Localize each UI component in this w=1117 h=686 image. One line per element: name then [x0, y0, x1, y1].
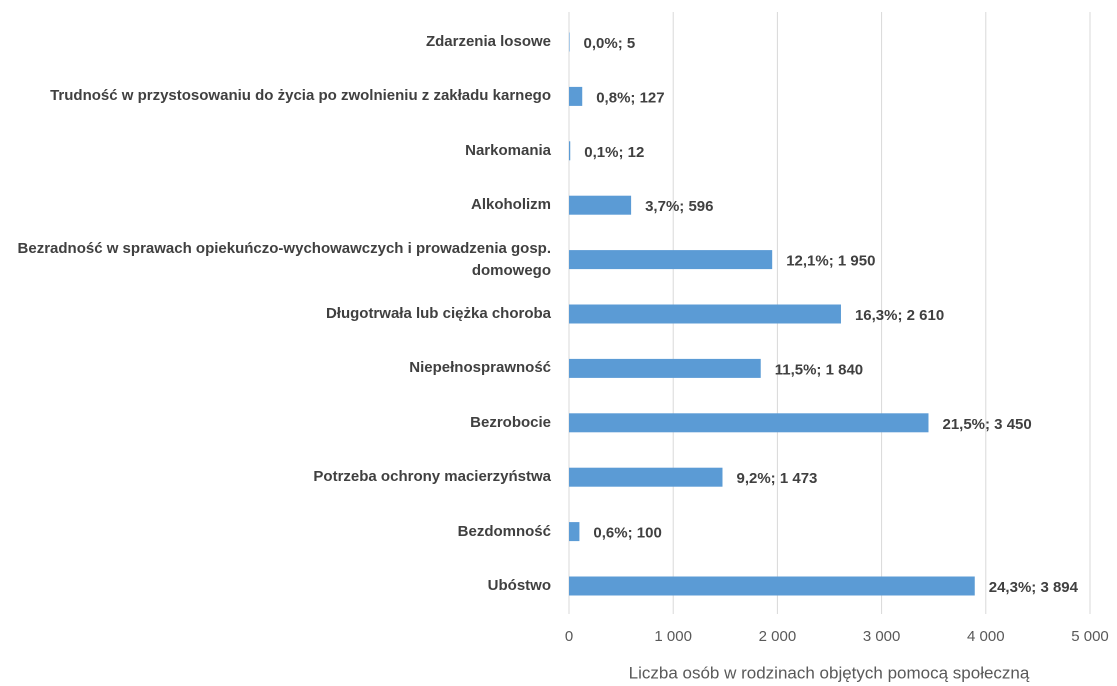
data-label: 16,3%; 2 610 — [855, 307, 944, 324]
bar — [569, 522, 580, 542]
x-tick-label: 0 — [565, 628, 573, 645]
y-tick-label: Zdarzenia losowe — [425, 33, 551, 50]
x-axis-title: Liczba osób w rodzinach objętych pomocą … — [629, 663, 1030, 682]
bar — [569, 413, 929, 433]
y-tick-label: Bezradność w sprawach opiekuńczo-wychowa… — [17, 239, 551, 279]
y-tick-label: Potrzeba ochrony macierzyństwa — [313, 468, 551, 486]
bar — [569, 304, 841, 324]
x-tick-label: 2 000 — [759, 628, 797, 645]
y-tick-label: Bezdomność — [457, 522, 551, 540]
data-label: 0,8%; 127 — [596, 89, 664, 106]
bar — [569, 250, 773, 270]
x-tick-label: 4 000 — [967, 628, 1005, 645]
y-tick-label: Narkomania — [465, 141, 551, 159]
data-label: 12,1%; 1 950 — [786, 253, 875, 270]
x-tick-label: 5 000 — [1071, 628, 1109, 645]
bar — [569, 195, 632, 215]
bar — [569, 467, 723, 487]
y-tick-label: Trudność w przystosowaniu do życia po zw… — [50, 87, 551, 105]
y-tick-label: Bezrobocie — [470, 413, 551, 431]
y-tick-label: Długotrwała lub ciężka choroba — [325, 305, 551, 322]
bar — [569, 358, 761, 378]
data-label: 0,6%; 100 — [593, 525, 661, 542]
bar — [569, 32, 570, 52]
x-tick-label: 1 000 — [654, 628, 692, 645]
data-label: 9,2%; 1 473 — [736, 470, 817, 487]
y-tick-label: Alkoholizm — [470, 196, 551, 214]
data-label: 11,5%; 1 840 — [775, 361, 863, 378]
bar — [569, 576, 975, 596]
data-label: 24,3%; 3 894 — [989, 579, 1079, 596]
y-tick-label: Niepełnosprawność — [409, 359, 551, 377]
bar — [569, 86, 583, 106]
data-label: 3,7%; 596 — [645, 198, 713, 215]
x-tick-label: 3 000 — [863, 628, 901, 645]
y-tick-label: Ubóstwo — [487, 577, 551, 594]
data-label: 21,5%; 3 450 — [942, 416, 1031, 433]
data-label: 0,0%; 5 — [584, 35, 636, 52]
bar — [569, 141, 571, 161]
data-label: 0,1%; 12 — [584, 144, 644, 161]
